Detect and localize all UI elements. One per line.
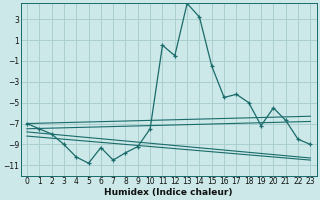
X-axis label: Humidex (Indice chaleur): Humidex (Indice chaleur) <box>104 188 233 197</box>
